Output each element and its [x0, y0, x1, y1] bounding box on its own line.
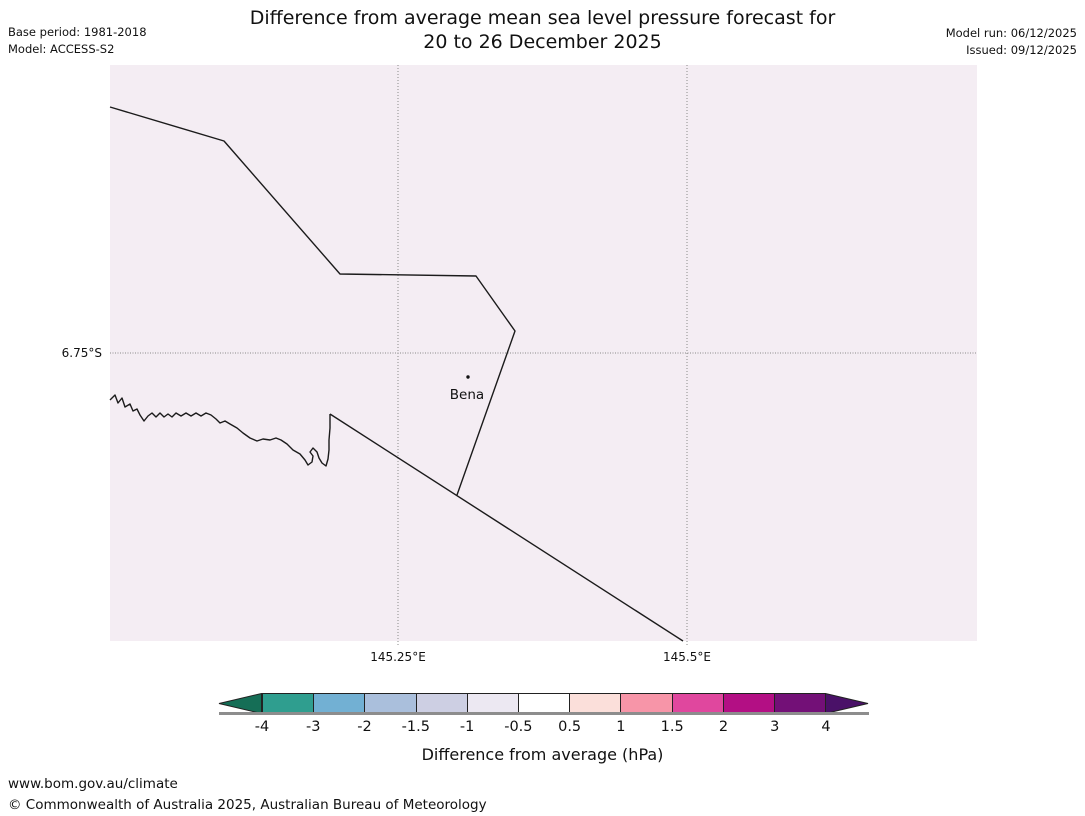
colorbar-over-arrow-shape — [825, 693, 869, 714]
page-title-line1: Difference from average mean sea level p… — [249, 7, 836, 29]
map-lines-svg — [109, 65, 977, 645]
colorbar-segment — [722, 693, 775, 714]
colorbar-tick-label: -1 — [459, 719, 475, 735]
colorbar-tick-label: 1.5 — [660, 719, 684, 735]
run-info-right: Model run: 06/12/2025 Issued: 09/12/2025 — [946, 25, 1077, 59]
colorbar-baseline — [219, 712, 869, 715]
colorbar-segment — [569, 693, 622, 714]
colorbar-segment — [671, 693, 724, 714]
lon-tick-label-1: 145.25°E — [370, 650, 426, 664]
model-text: Model: ACCESS-S2 — [8, 42, 115, 56]
colorbar-tick-label: 2 — [718, 719, 729, 735]
colorbar-tick-label: -3 — [306, 719, 321, 735]
colorbar-tick-label: 1 — [616, 719, 626, 735]
footer-copyright: © Commonwealth of Australia 2025, Austra… — [8, 796, 487, 813]
colorbar-under-arrow-shape — [218, 693, 262, 714]
boundary-line-diagonal — [329, 413, 684, 642]
colorbar-tick-label: -0.5 — [504, 719, 533, 735]
colorbar-under-arrow — [218, 693, 262, 714]
colorbar-over-arrow — [825, 693, 869, 714]
colorbar-segment — [517, 693, 571, 714]
town-label: Bena — [449, 387, 485, 403]
colorbar-tick-label: 0.5 — [558, 719, 582, 735]
colorbar-segment — [466, 693, 519, 714]
footer-url: www.bom.gov.au/climate — [8, 776, 178, 792]
page-title: Difference from average mean sea level p… — [0, 6, 1085, 54]
colorbar-tick-label: -1.5 — [401, 719, 430, 735]
colorbar-segment — [415, 693, 468, 714]
colorbar-tick-label: 3 — [770, 719, 780, 735]
lat-tick-label: 6.75°S — [61, 346, 102, 360]
base-period-text: Base period: 1981-2018 — [8, 25, 147, 39]
colorbar-title: Difference from average (hPa) — [421, 745, 664, 764]
run-info-left: Base period: 1981-2018 Model: ACCESS-S2 — [8, 24, 147, 58]
colorbar-segment — [364, 693, 417, 714]
footer: www.bom.gov.au/climate © Commonwealth of… — [8, 774, 487, 815]
colorbar-segment — [313, 693, 366, 714]
model-run-text: Model run: 06/12/2025 — [945, 26, 1077, 40]
colorbar-tick-label: 4 — [821, 719, 831, 735]
colorbar-cells — [262, 693, 827, 714]
colorbar-segment — [620, 693, 673, 714]
colorbar-tick-label: -2 — [357, 719, 372, 735]
issued-text: Issued: 09/12/2025 — [966, 43, 1077, 57]
colorbar-segment — [773, 693, 827, 714]
map-canvas: Bena — [109, 65, 977, 645]
town-marker-dot — [466, 375, 470, 379]
page-title-line2: 20 to 26 December 2025 — [423, 31, 662, 53]
coastline — [109, 394, 331, 467]
colorbar-ticks: -4 -3 -2 -1.5 -1 -0.5 0.5 1 1.5 2 3 4 — [255, 719, 831, 737]
boundary-line — [109, 106, 516, 496]
colorbar-segment — [262, 693, 315, 714]
colorbar-tick-label: -4 — [254, 719, 270, 735]
lon-tick-label-2: 145.5°E — [663, 650, 711, 664]
